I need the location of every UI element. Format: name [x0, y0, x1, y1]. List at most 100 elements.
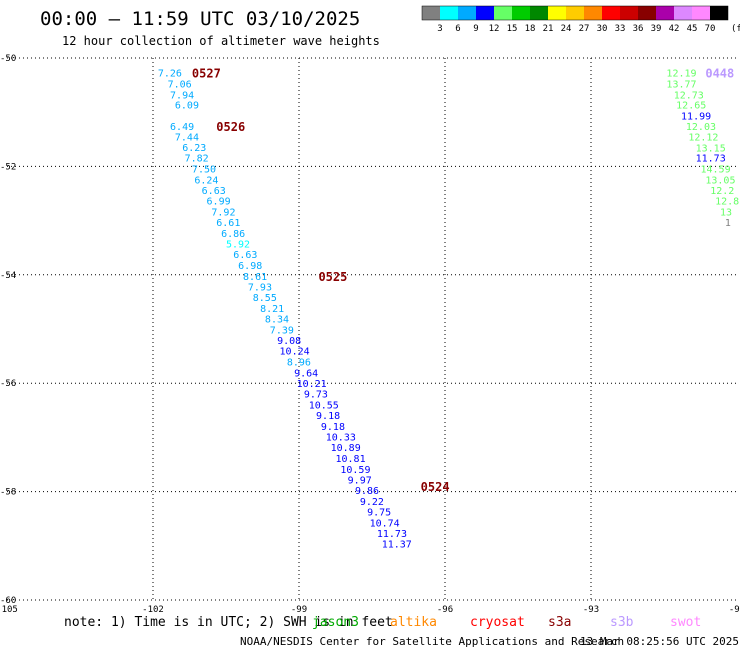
- colorbar-swatch: [602, 6, 620, 20]
- swh-label: 14.59: [701, 165, 731, 176]
- swh-label: 12.03: [686, 122, 716, 133]
- swh-label: 6.24: [194, 175, 218, 186]
- swh-label: 6.63: [202, 186, 226, 197]
- timestamp-text: 13 Mar 08:25:56 UTC 2025: [580, 635, 739, 648]
- swh-label: 6.09: [175, 101, 199, 112]
- colorbar-frame: [421, 5, 729, 21]
- colorbar-swatch: [422, 6, 440, 20]
- swh-label: 8.55: [253, 293, 277, 304]
- pass-number-label: 0448: [705, 67, 734, 81]
- swh-label: 7.93: [248, 283, 272, 294]
- satellite-legend-item: s3b: [610, 615, 634, 630]
- swh-label: 6.23: [182, 143, 206, 154]
- swh-label: 6.61: [216, 218, 240, 229]
- y-tick-label: -56: [0, 379, 16, 389]
- swh-label: 10.89: [331, 443, 361, 454]
- colorbar-swatch: [710, 6, 728, 20]
- note-text: note: 1) Time is in UTC; 2) SWH is in fe…: [64, 615, 393, 630]
- x-tick-label: -90: [729, 605, 740, 615]
- swh-label: 7.26: [158, 69, 182, 80]
- y-tick-label: -60: [0, 596, 16, 606]
- swh-label: 1: [725, 218, 731, 229]
- swh-label: 12.12: [688, 133, 718, 144]
- data-labels: 7.267.067.946.09 6.497.446.237.827.506.24…: [158, 69, 739, 551]
- swh-label: 13.05: [705, 175, 735, 186]
- colorbar-tick: 15: [507, 24, 518, 34]
- swh-label: 6.98: [238, 261, 262, 272]
- swh-label: 9.08: [277, 336, 301, 347]
- swh-label: 7.06: [168, 79, 192, 90]
- colorbar-swatch: [440, 6, 458, 20]
- colorbar-unit: (ft): [731, 24, 740, 34]
- colorbar-tick: 18: [525, 24, 536, 34]
- swh-label: 10.59: [340, 465, 370, 476]
- satellite-legend-item: altika: [390, 615, 437, 630]
- colorbar-tick: 42: [669, 24, 680, 34]
- colorbar-swatch: [638, 6, 656, 20]
- swh-label: 9.64: [294, 368, 318, 379]
- swh-label: 9.97: [348, 476, 372, 487]
- colorbar-swatch: [566, 6, 584, 20]
- swh-label: 6.63: [233, 250, 257, 261]
- swh-label: 12.8: [715, 197, 739, 208]
- pass-labels: 0527 0526 0525 0524 0448: [192, 67, 734, 495]
- colorbar-tick: 6: [455, 24, 460, 34]
- pass-number-label: 0525: [318, 270, 347, 284]
- colorbar-swatch: [674, 6, 692, 20]
- colorbar-tick: 12: [489, 24, 500, 34]
- swh-label: 9.73: [304, 389, 328, 400]
- grid-lines: [7, 57, 737, 601]
- swh-label: 10.24: [280, 347, 310, 358]
- colorbar-swatch: [656, 6, 674, 20]
- swh-label: 7.50: [192, 165, 216, 176]
- swh-label: 12.19: [666, 69, 696, 80]
- colorbar-tick: 24: [561, 24, 572, 34]
- colorbar-tick: 45: [687, 24, 698, 34]
- y-tick-label: -54: [0, 271, 16, 281]
- swh-label: 9.75: [367, 508, 391, 519]
- swh-label: 7.82: [185, 154, 209, 165]
- colorbar-tick: 70: [705, 24, 716, 34]
- swh-label: 12.65: [676, 101, 706, 112]
- colorbar-swatch: [530, 6, 548, 20]
- swh-label: 7.39: [270, 326, 294, 337]
- colorbar-swatch: [548, 6, 566, 20]
- colorbar-tick: 39: [651, 24, 662, 34]
- swh-label: 8.21: [260, 304, 284, 315]
- swh-label: 11.73: [377, 529, 407, 540]
- chart-subtitle: 12 hour collection of altimeter wave hei…: [62, 34, 380, 48]
- swh-label: 13.77: [666, 79, 696, 90]
- x-axis-ticks: -105 -102 -99 -96 -93 -90: [0, 605, 740, 615]
- y-tick-label: -50: [0, 54, 16, 64]
- swh-label: 10.33: [326, 432, 356, 443]
- pass-number-label: 0527: [192, 67, 221, 81]
- swh-label: 7.44: [175, 133, 199, 144]
- swh-label: 13: [720, 207, 732, 218]
- swh-label: 9.86: [355, 486, 379, 497]
- satellite-legend-item: swot: [670, 615, 701, 630]
- colorbar-tick: 27: [579, 24, 590, 34]
- swh-label: 8.61: [243, 272, 267, 283]
- x-tick-label: -96: [437, 605, 453, 615]
- pass-number-label: 0526: [216, 120, 245, 134]
- colorbar-swatch: [512, 6, 530, 20]
- swh-label: 13.15: [696, 143, 726, 154]
- colorbar-swatch: [620, 6, 638, 20]
- x-tick-label: -105: [0, 605, 18, 615]
- chart-title: 00:00 – 11:59 UTC 03/10/2025: [40, 8, 360, 30]
- swh-label: 9.18: [316, 411, 340, 422]
- swh-label: 6.49: [170, 122, 194, 133]
- y-tick-label: -58: [0, 488, 16, 498]
- colorbar-swatch: [692, 6, 710, 20]
- colorbar-swatch: [476, 6, 494, 20]
- swh-label: 6.99: [207, 197, 231, 208]
- swh-label: 9.18: [321, 422, 345, 433]
- swh-label: 11.99: [681, 111, 711, 122]
- colorbar-tick: 36: [633, 24, 644, 34]
- x-tick-label: -99: [291, 605, 307, 615]
- swh-label: 12.2: [710, 186, 734, 197]
- swh-label: 10.81: [336, 454, 366, 465]
- swh-label: 8.34: [265, 315, 289, 326]
